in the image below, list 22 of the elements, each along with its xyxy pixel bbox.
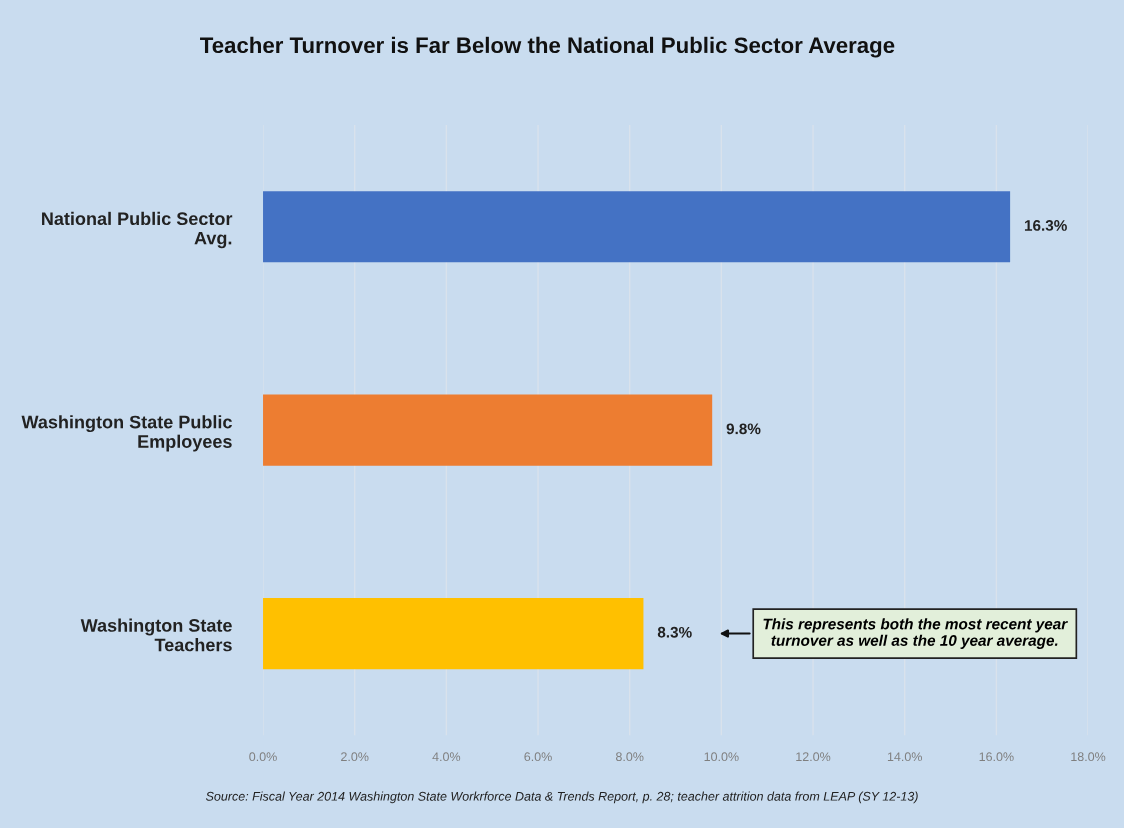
x-tick-label: 6.0%: [524, 752, 552, 762]
x-tick-label: 14.0%: [887, 752, 922, 762]
bar: [263, 191, 1011, 263]
x-tick-label: 4.0%: [432, 752, 461, 762]
bar: [263, 597, 644, 670]
x-tick-label: 8.0%: [615, 752, 644, 762]
annotation: This represents both the most recent year turnover as well as the 10 year average.: [763, 618, 1068, 649]
chart-title: Teacher Turnover is Far Below the National Public Sector Average: [200, 36, 895, 58]
y-tick-label: Washington State Teachers: [80, 618, 232, 652]
x-tick-label: 16.0%: [979, 752, 1014, 762]
x-tick-label: 18.0%: [1071, 752, 1106, 762]
bar: [263, 394, 713, 466]
y-tick-label: National Public Sector Avg.: [42, 211, 233, 249]
data-label: 9.8%: [726, 423, 761, 435]
x-tick-label: 12.0%: [796, 752, 831, 762]
x-tick-label: 2.0%: [341, 752, 369, 762]
x-tick-label: 0.0%: [249, 752, 277, 762]
y-tick-label: Washington State Public Employees: [21, 415, 232, 452]
x-tick-label: 10.0%: [704, 752, 739, 762]
source-note: Source: Fiscal Year 2014 Washington State Workrforce Data & Trends Report, p. 28; teacher attrition data from LEAP (SY 12-13): [205, 791, 918, 804]
data-label: 8.3%: [657, 626, 692, 638]
data-label: 16.3%: [1024, 220, 1067, 231]
